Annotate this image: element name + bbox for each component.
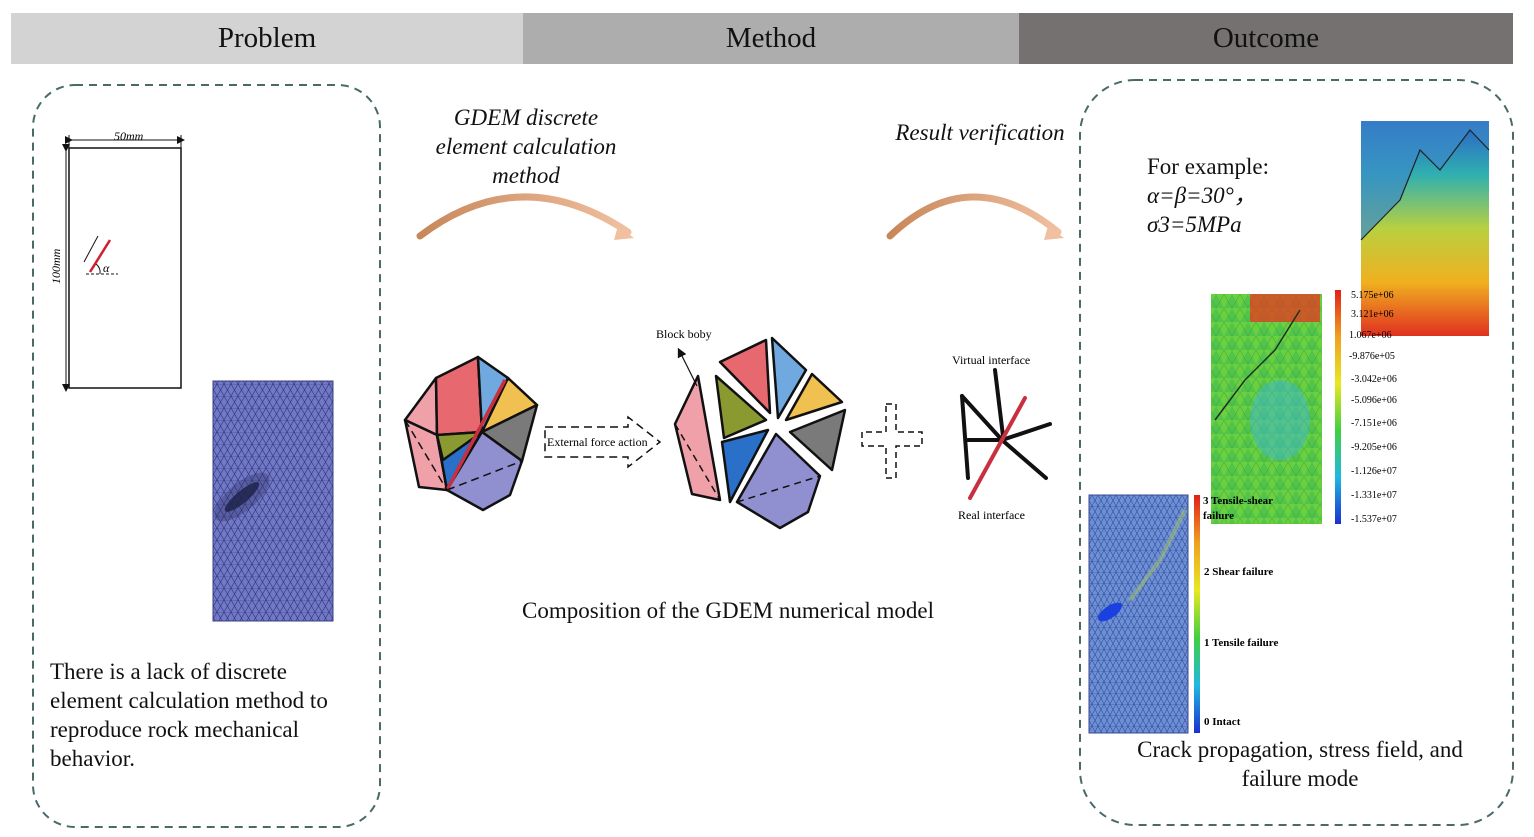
stress-field-image xyxy=(1360,121,1490,336)
failure-legend-bar xyxy=(1194,495,1200,733)
svg-text:0 Intact: 0 Intact xyxy=(1204,716,1241,728)
failure-legend-labels: 3 Tensile-shear failure 2 Shear failure … xyxy=(1203,495,1278,728)
header-method: Method xyxy=(523,13,1019,64)
exploded-blocks xyxy=(673,336,847,530)
svg-text:3 Tensile-shear: 3 Tensile-shear xyxy=(1203,495,1273,507)
block-body-label: Block boby xyxy=(656,327,712,341)
method-arrow-2-label: Result verification xyxy=(895,120,1065,145)
method-arrow-2-head xyxy=(1044,226,1064,240)
external-force-label: External force action xyxy=(547,435,648,449)
specimen-drawing xyxy=(62,135,185,392)
header-outcome-label: Outcome xyxy=(1212,22,1320,54)
method-arrow-1-head xyxy=(614,226,634,240)
dim-width-label: 50mm xyxy=(114,129,144,143)
stress-contour-image xyxy=(1211,294,1322,524)
virtual-interface-label: Virtual interface xyxy=(952,353,1030,367)
method-arrow-2 xyxy=(886,193,1062,240)
dim-height-label: 100mm xyxy=(49,248,63,284)
svg-text:-5.096e+06: -5.096e+06 xyxy=(1351,395,1397,406)
example-line-3: σ3=5MPa xyxy=(1147,212,1242,237)
interface-diagram xyxy=(960,368,1052,500)
problem-box xyxy=(32,84,381,828)
svg-text:1.067e+06: 1.067e+06 xyxy=(1349,330,1392,341)
example-line-2: α=β=30°， xyxy=(1147,183,1257,208)
problem-description: There is a lack of discrete element calc… xyxy=(50,659,328,771)
header-outcome: Outcome xyxy=(1019,13,1513,64)
svg-text:2 Shear failure: 2 Shear failure xyxy=(1204,566,1273,578)
failure-mode-image xyxy=(1088,494,1189,734)
block-assembly xyxy=(403,355,539,512)
svg-text:-1.331e+07: -1.331e+07 xyxy=(1351,490,1397,501)
external-force-arrow xyxy=(544,415,662,469)
svg-text:1 Tensile failure: 1 Tensile failure xyxy=(1204,637,1278,649)
method-arrow-1-label: GDEM discrete element calculation method xyxy=(435,105,617,188)
mesh-specimen xyxy=(212,380,334,622)
svg-text:5.175e+06: 5.175e+06 xyxy=(1351,290,1394,301)
svg-text:-1.126e+07: -1.126e+07 xyxy=(1351,466,1397,477)
method-arrow-1 xyxy=(416,193,632,240)
svg-text:3.121e+06: 3.121e+06 xyxy=(1351,309,1394,320)
real-interface-label: Real interface xyxy=(958,508,1025,522)
header-method-label: Method xyxy=(725,22,817,54)
example-line-1: For example: xyxy=(1147,154,1269,179)
outcome-box xyxy=(1079,79,1514,826)
method-caption: Composition of the GDEM numerical model xyxy=(521,598,935,623)
svg-text:failure: failure xyxy=(1203,510,1234,522)
example-block: For example: α=β=30°， σ3=5MPa xyxy=(1147,152,1269,239)
stress-legend-ticks: 5.175e+06 3.121e+06 1.067e+06 -9.876e+05… xyxy=(1349,290,1397,525)
plus-sign xyxy=(861,403,923,479)
svg-text:-7.151e+06: -7.151e+06 xyxy=(1351,418,1397,429)
svg-text:-1.537e+07: -1.537e+07 xyxy=(1351,514,1397,525)
header-problem-label: Problem xyxy=(217,22,317,54)
angle-label: α xyxy=(103,261,110,275)
svg-text:-9.876e+05: -9.876e+05 xyxy=(1349,351,1395,362)
stress-legend-bar xyxy=(1335,290,1341,524)
outcome-caption: Crack propagation, stress field, and fai… xyxy=(1137,737,1463,791)
svg-text:-9.205e+06: -9.205e+06 xyxy=(1351,442,1397,453)
svg-text:-3.042e+06: -3.042e+06 xyxy=(1351,374,1397,385)
block-body-pointer xyxy=(677,347,698,387)
header-problem: Problem xyxy=(11,13,523,64)
